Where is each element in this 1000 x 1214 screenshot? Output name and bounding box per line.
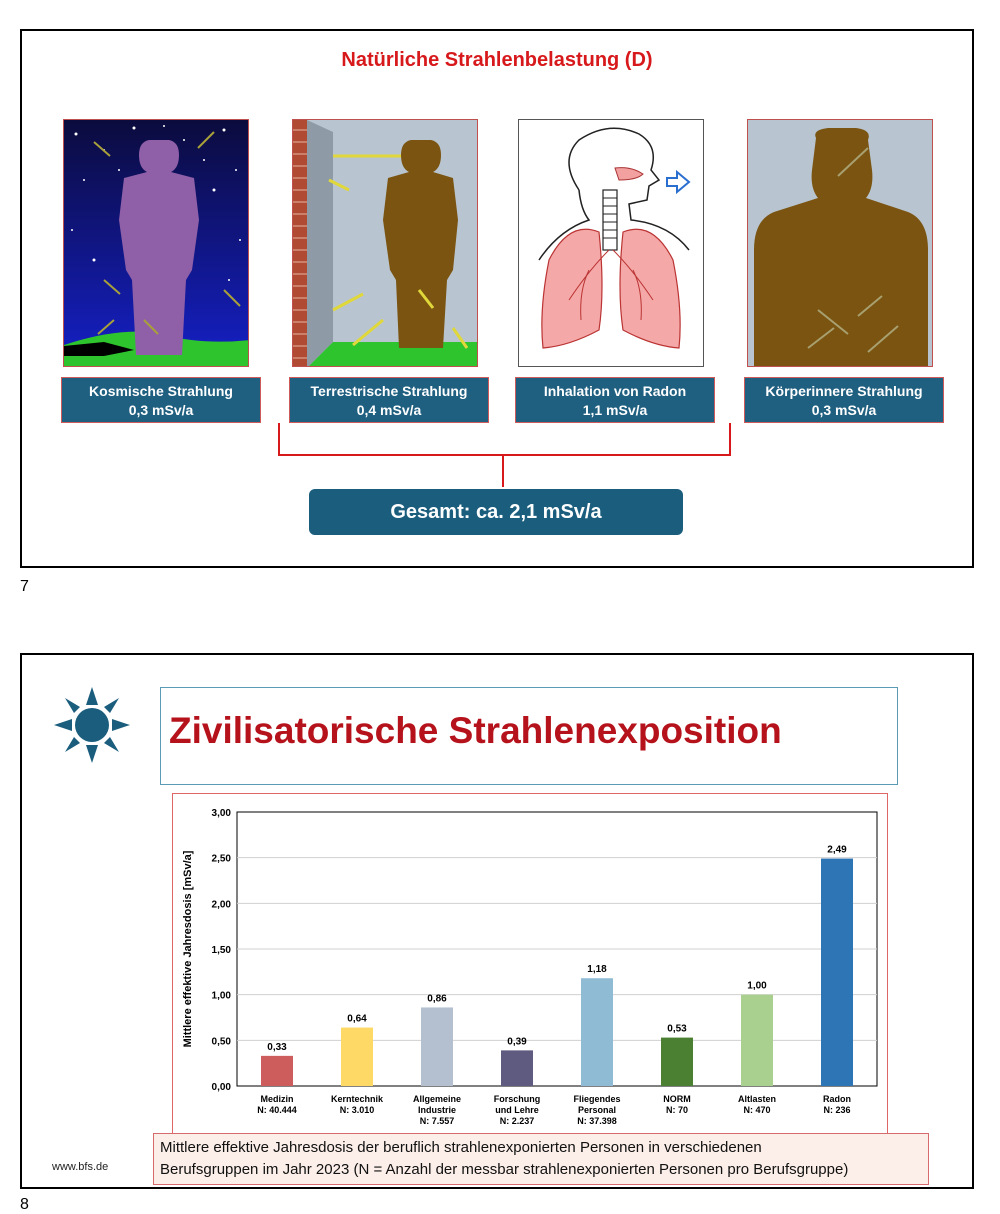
label-value: 0,3 mSv/a — [811, 402, 877, 418]
internal-radiation-figure-icon — [748, 120, 932, 366]
x-category-label: Altlasten — [738, 1094, 776, 1104]
internal-radiation-image — [747, 119, 933, 367]
label-name: Kosmische Strahlung — [89, 383, 233, 399]
label-name: Inhalation von Radon — [543, 383, 687, 399]
y-tick-label: 1,00 — [212, 991, 232, 1002]
x-category-label: N: 40.444 — [257, 1105, 297, 1115]
x-category-label: N: 37.398 — [577, 1116, 617, 1126]
y-tick-label: 2,50 — [212, 854, 232, 865]
label-radon-inhalation: Inhalation von Radon 1,1 mSv/a — [515, 377, 715, 423]
source-label: www.bfs.de — [52, 1161, 109, 1173]
x-category-label: Fliegendes — [573, 1094, 620, 1104]
y-tick-label: 2,00 — [212, 899, 232, 910]
x-category-label: N: 70 — [666, 1105, 688, 1115]
cosmic-radiation-image — [63, 119, 249, 367]
label-cosmic-radiation: Kosmische Strahlung 0,3 mSv/a — [61, 377, 261, 423]
y-tick-label: 0,50 — [212, 1036, 232, 1047]
x-category-label: N: 3.010 — [340, 1105, 375, 1115]
bar-value-label: 0,64 — [347, 1014, 367, 1025]
cosmic-radiation-figure-icon — [64, 120, 248, 366]
slide-title: Natürliche Strahlenbelastung (D) — [341, 49, 653, 71]
bar — [261, 1055, 293, 1086]
y-axis-label: Mittlere effektive Jahresdosis [mSv/a] — [182, 850, 194, 1047]
bar-value-label: 0,86 — [427, 993, 447, 1004]
x-category-label: N: 7.557 — [420, 1116, 455, 1126]
sun-icon — [54, 687, 130, 763]
bar — [581, 978, 613, 1086]
bar-value-label: 1,00 — [747, 981, 767, 992]
caption-line-1: Mittlere effektive Jahresdosis der beruf… — [160, 1139, 762, 1156]
occupational-dose-bar-chart: 0,00 0,50 1,00 1,50 2,00 2,50 3,00 Mittlere eff… — [182, 808, 878, 1126]
terrestrial-radiation-figure-icon — [293, 120, 477, 366]
bar — [661, 1037, 693, 1086]
page-number: 7 — [20, 578, 29, 595]
x-category-label: Medizin — [261, 1094, 294, 1104]
bar-value-label: 1,18 — [587, 964, 607, 975]
terrestrial-radiation-image — [292, 119, 478, 367]
bar — [741, 994, 773, 1086]
x-category-label: Personal — [578, 1105, 616, 1115]
slide-title: Zivilisatorische Strahlenexposition — [169, 710, 782, 751]
x-category-label: Radon — [823, 1094, 851, 1104]
lungs-radon-inhalation-icon — [519, 120, 703, 366]
x-category-label: Industrie — [418, 1105, 456, 1115]
page-number-8: 8 — [20, 1196, 29, 1213]
bar-value-label: 0,53 — [667, 1024, 687, 1035]
bar — [421, 1007, 453, 1086]
x-category-label: Kerntechnik — [331, 1094, 384, 1104]
label-value: 1,1 mSv/a — [582, 402, 648, 418]
total-dose-box: Gesamt: ca. 2,1 mSv/a — [309, 489, 683, 535]
bar — [821, 858, 853, 1086]
x-category-label: N: 470 — [743, 1105, 770, 1115]
sum-bracket — [278, 423, 731, 487]
x-category-label: und Lehre — [495, 1105, 539, 1115]
y-tick-label: 1,50 — [212, 945, 232, 956]
x-category-label: NORM — [663, 1094, 691, 1104]
label-name: Körperinnere Strahlung — [765, 383, 923, 399]
x-category-label: Forschung — [494, 1094, 541, 1104]
bar-value-label: 2,49 — [827, 845, 847, 856]
y-tick-label: 3,00 — [212, 808, 232, 819]
bar-value-label: 0,39 — [507, 1036, 527, 1047]
bar — [341, 1027, 373, 1086]
chart-frame: 0,00 0,50 1,00 1,50 2,00 2,50 3,00 Mittlere eff… — [172, 793, 888, 1137]
bar-value-label: 0,33 — [267, 1042, 287, 1053]
label-value: 0,4 mSv/a — [356, 402, 422, 418]
chart-caption: Mittlere effektive Jahresdosis der beruf… — [153, 1133, 929, 1185]
label-value: 0,3 mSv/a — [128, 402, 194, 418]
radon-inhalation-image — [518, 119, 704, 367]
title-box: Zivilisatorische Strahlenexposition — [160, 687, 898, 785]
x-category-label: N: 236 — [823, 1105, 850, 1115]
x-category-label: Allgemeine — [413, 1094, 461, 1104]
y-tick-label: 0,00 — [212, 1082, 232, 1093]
label-terrestrial-radiation: Terrestrische Strahlung 0,4 mSv/a — [289, 377, 489, 423]
x-category-label: N: 2.237 — [500, 1116, 535, 1126]
caption-line-2: Berufsgruppen im Jahr 2023 (N = Anzahl d… — [160, 1161, 849, 1178]
slide-civilizational-exposure: Zivilisatorische Strahlenexposition 0,00… — [20, 653, 974, 1189]
slide-natural-radiation: Natürliche Strahlenbelastung (D) — [20, 29, 974, 568]
label-internal-radiation: Körperinnere Strahlung 0,3 mSv/a — [744, 377, 944, 423]
label-name: Terrestrische Strahlung — [310, 383, 468, 399]
bar — [501, 1050, 533, 1086]
